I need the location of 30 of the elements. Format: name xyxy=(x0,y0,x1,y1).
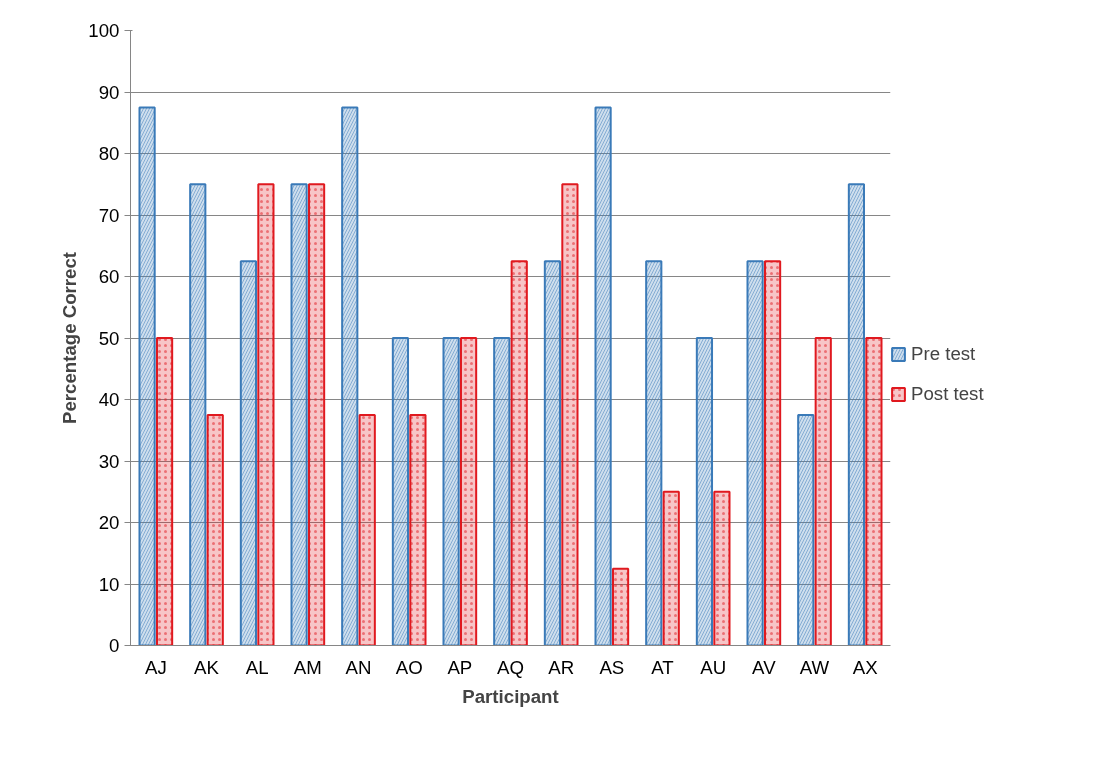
y-tick-label: 90 xyxy=(98,81,120,103)
x-tick-label: AV xyxy=(752,656,777,678)
y-tick-label: 80 xyxy=(98,143,120,164)
y-tick-label: 50 xyxy=(98,327,120,349)
x-tick-label: AR xyxy=(548,656,575,678)
x-tick-label: AP xyxy=(447,656,473,678)
y-tick-label: 0 xyxy=(109,635,120,656)
y-tick-label: 30 xyxy=(98,450,120,472)
y-tick-label: 60 xyxy=(98,266,120,287)
x-tick-label: AT xyxy=(651,656,674,678)
x-tick-label: AL xyxy=(245,656,269,678)
legend-label: Post test xyxy=(911,383,984,405)
y-tick-label: 70 xyxy=(98,204,120,226)
x-tick-label: AX xyxy=(852,656,879,678)
x-tick-label: AW xyxy=(799,656,830,678)
x-tick-label: AK xyxy=(194,656,220,678)
x-tick-label: AM xyxy=(293,656,322,678)
x-tick-label: AO xyxy=(395,656,423,678)
x-tick-label: AQ xyxy=(497,656,524,678)
y-tick-label: 20 xyxy=(98,512,120,533)
y-tick-label: 40 xyxy=(98,389,120,410)
x-tick-label: AN xyxy=(345,656,372,678)
x-tick-label: AU xyxy=(700,656,727,678)
x-axis-title: Participant xyxy=(462,685,559,707)
x-tick-label: AS xyxy=(599,656,625,678)
y-axis-title: Percentage Correct xyxy=(59,251,81,425)
legend-label: Pre test xyxy=(911,343,976,365)
x-tick-label: AJ xyxy=(144,656,167,678)
y-tick-label: 100 xyxy=(88,20,120,41)
y-tick-label: 10 xyxy=(98,573,120,595)
